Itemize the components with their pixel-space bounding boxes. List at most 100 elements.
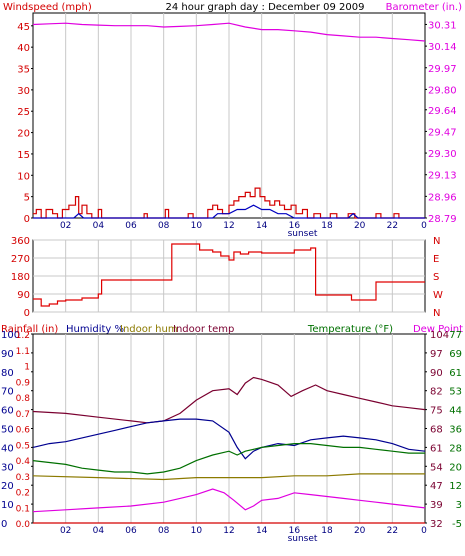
humidity-tick-label: 70	[1, 387, 14, 398]
dewpoint-tick-label: 69	[449, 349, 462, 360]
x-tick-label-p1: 20	[354, 221, 366, 231]
barometer-tick-label: 28.79	[428, 214, 457, 225]
temperature-tick-label: 82	[430, 387, 443, 398]
direction-tick-label: 180	[11, 272, 30, 283]
temperature-tick-label: 104	[430, 330, 449, 341]
dewpoint-tick-label: 12	[449, 481, 462, 492]
wind-tick-label: 30	[17, 86, 30, 97]
rainfall-axis-title: Rainfall (in)	[1, 324, 58, 335]
humidity-tick-label: 40	[1, 443, 14, 454]
rainfall-tick-label: 0.4	[16, 457, 31, 467]
dewpoint-tick-label: 44	[449, 406, 462, 417]
rainfall-tick-label: 0.0	[16, 520, 31, 530]
x-tick-label-p3: 02	[60, 526, 71, 536]
direction-tick-label: 90	[17, 290, 30, 301]
barometer-tick-label: 29.47	[428, 127, 457, 138]
x-tick-label-p3: 22	[387, 526, 398, 536]
windspeed-axis-title: Windspeed (mph)	[3, 2, 92, 13]
compass-tick-label: E	[433, 254, 439, 265]
compass-tick-label: W	[433, 290, 443, 301]
rainfall-tick-label: 0.7	[16, 410, 30, 420]
barometer-tick-label: 29.30	[428, 149, 457, 160]
x-tick-label-p1: 0	[421, 221, 427, 231]
temperature-tick-label: 54	[430, 462, 443, 473]
wind-tick-label: 5	[24, 193, 30, 204]
temperature-tick-label: 90	[430, 368, 443, 379]
temperature-tick-label: 68	[430, 425, 443, 436]
temperature-tick-label: 32	[430, 519, 443, 530]
temperature-tick-label: 97	[430, 349, 443, 360]
rainfall-tick-label: 0.6	[16, 426, 31, 436]
compass-tick-label: S	[433, 272, 439, 283]
humidity-tick-label: 90	[1, 349, 14, 360]
barometer-tick-label: 29.13	[428, 171, 457, 182]
x-tick-label-p3: 18	[321, 526, 333, 536]
x-tick-label-p1: 12	[223, 221, 234, 231]
barometer-tick-label: 29.64	[428, 106, 457, 117]
temperature-series-line	[32, 443, 425, 475]
x-tick-label-p1: 04	[93, 221, 105, 231]
dewpoint-axis-title: Dew Point	[413, 324, 463, 335]
temperature-tick-label: 47	[430, 481, 443, 492]
avg_wind-series-line	[33, 204, 425, 219]
rainfall-tick-label: 0.9	[16, 378, 31, 388]
rainfall-tick-label: 0.3	[16, 473, 30, 483]
rainfall-tick-label: 1.2	[16, 331, 30, 341]
indoor_hum-series-line	[32, 473, 425, 481]
dewpoint-tick-label: -5	[452, 519, 462, 530]
x-tick-label-p3: 10	[191, 526, 203, 536]
rainfall-tick-label: 0.2	[16, 489, 30, 499]
humidity-tick-label: 80	[1, 368, 14, 379]
dewpoint-tick-label: 28	[449, 443, 462, 454]
x-tick-label-p3: 14	[256, 526, 268, 536]
humidity-tick-label: 30	[1, 462, 14, 473]
indoor-temp-axis-title: Indoor temp	[173, 324, 234, 335]
x-tick-label-p1: 02	[60, 221, 71, 231]
direction-series-line	[33, 243, 425, 307]
compass-tick-label: N	[433, 308, 440, 319]
rainfall-tick-label: 0.5	[16, 441, 30, 451]
humidity-axis-title: Humidity %	[66, 324, 124, 335]
indoor-hum-axis-title: Indoor hum	[120, 324, 178, 335]
x-tick-label-p1: 22	[387, 221, 398, 231]
dewpoint-tick-label: 53	[449, 387, 462, 398]
humidity-tick-label: 100	[1, 330, 20, 341]
sunset-marker-p3: sunset	[288, 534, 318, 544]
barometer-tick-label: 29.97	[428, 64, 457, 75]
wind-tick-label: 0	[24, 214, 30, 225]
x-tick-label-p3: 0	[421, 526, 427, 536]
temperature-tick-label: 61	[430, 443, 443, 454]
x-tick-label-p3: 12	[223, 526, 234, 536]
humidity-tick-label: 0	[1, 519, 7, 530]
barometer-tick-label: 30.14	[428, 42, 457, 53]
x-tick-label-p3: 04	[93, 526, 105, 536]
x-tick-label-p3: 06	[125, 526, 137, 536]
dewpoint-tick-label: 3	[456, 500, 462, 511]
rainfall-tick-label: 1.1	[16, 347, 30, 357]
humidity-tick-label: 60	[1, 406, 14, 417]
humidity-series-line	[32, 418, 426, 460]
barometer-tick-label: 29.80	[428, 85, 457, 96]
temperature-tick-label: 75	[430, 406, 443, 417]
rainfall-tick-label: 0.8	[16, 394, 31, 404]
barometer-axis-title: Barometer (in.)	[386, 2, 462, 13]
wind-tick-label: 15	[17, 150, 30, 161]
chart-title: 24 hour graph day : December 09 2009	[166, 2, 365, 13]
dewpoint-tick-label: 77	[449, 330, 462, 341]
dew_point-series-line	[32, 488, 426, 513]
wind-tick-label: 40	[17, 43, 30, 54]
x-tick-label-p1: 06	[125, 221, 137, 231]
humidity-tick-label: 20	[1, 481, 14, 492]
direction-tick-label: 360	[11, 236, 30, 247]
wind-tick-label: 10	[17, 171, 30, 182]
x-tick-label-p1: 10	[191, 221, 203, 231]
direction-tick-label: 0	[24, 308, 30, 319]
wind-tick-label: 35	[17, 65, 30, 76]
x-tick-label-p3: 08	[158, 526, 170, 536]
barometer-tick-label: 30.31	[428, 20, 457, 31]
barometer-series-line	[32, 22, 426, 42]
wind-tick-label: 20	[17, 129, 30, 140]
humidity-tick-label: 10	[1, 500, 14, 511]
humidity-tick-label: 50	[1, 425, 14, 436]
